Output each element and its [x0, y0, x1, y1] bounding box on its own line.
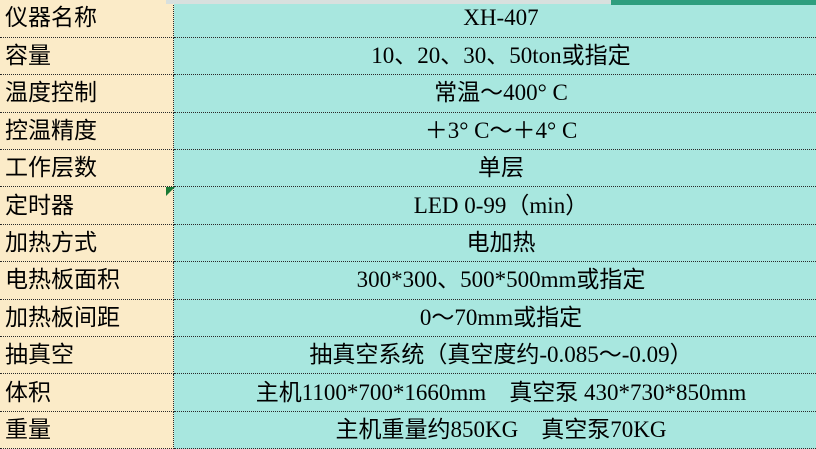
- cell-comment-marker-icon: [166, 187, 175, 196]
- top-green-accent-bar: [611, 0, 816, 5]
- spec-value-volume: 主机1100*700*1660mm 真空泵 430*730*850mm: [173, 373, 816, 412]
- spec-label-plate-spacing: 加热板间距: [0, 299, 174, 338]
- top-gray-strip: [166, 0, 611, 4]
- table-row: 容量 10、20、30、50ton或指定: [0, 37, 816, 76]
- table-row: 仪器名称 XH-407: [0, 0, 816, 38]
- table-row: 抽真空 抽真空系统（真空度约-0.085～-0.09）: [0, 336, 816, 375]
- table-row: 重量 主机重量约850KG 真空泵70KG: [0, 411, 816, 449]
- spec-label-timer: 定时器: [0, 186, 174, 225]
- spec-value-vacuum: 抽真空系统（真空度约-0.085～-0.09）: [173, 336, 816, 375]
- table-row: 加热方式 电加热: [0, 224, 816, 263]
- spec-label-vacuum: 抽真空: [0, 336, 174, 375]
- spec-label-hotplate-area: 电热板面积: [0, 261, 174, 300]
- table-row: 工作层数 单层: [0, 149, 816, 188]
- table-row: 定时器 LED 0-99（min）: [0, 186, 816, 225]
- spec-label-heating-method: 加热方式: [0, 224, 174, 263]
- spec-value-working-layers: 单层: [173, 149, 816, 188]
- spec-label-instrument-name: 仪器名称: [0, 0, 174, 38]
- spec-value-temperature-control: 常温～400° C: [173, 74, 816, 113]
- spec-value-weight: 主机重量约850KG 真空泵70KG: [173, 411, 816, 449]
- spec-value-instrument-name: XH-407: [173, 0, 816, 38]
- spec-value-plate-spacing: 0～70mm或指定: [173, 299, 816, 338]
- table-row: 温度控制 常温～400° C: [0, 74, 816, 113]
- spec-value-capacity: 10、20、30、50ton或指定: [173, 37, 816, 76]
- table-row: 加热板间距 0～70mm或指定: [0, 299, 816, 338]
- spec-label-volume: 体积: [0, 373, 174, 412]
- spec-label-weight: 重量: [0, 411, 174, 449]
- spec-value-temperature-accuracy: ＋3° C～＋4° C: [173, 112, 816, 151]
- spec-value-heating-method: 电加热: [173, 224, 816, 263]
- spec-label-working-layers: 工作层数: [0, 149, 174, 188]
- table-row: 控温精度 ＋3° C～＋4° C: [0, 112, 816, 151]
- spec-label-temperature-control: 温度控制: [0, 74, 174, 113]
- spec-value-hotplate-area: 300*300、500*500mm或指定: [173, 261, 816, 300]
- table-row: 体积 主机1100*700*1660mm 真空泵 430*730*850mm: [0, 373, 816, 412]
- spec-value-timer: LED 0-99（min）: [173, 186, 816, 225]
- spec-label-temperature-accuracy: 控温精度: [0, 112, 174, 151]
- spec-label-capacity: 容量: [0, 37, 174, 76]
- table-row: 电热板面积 300*300、500*500mm或指定: [0, 261, 816, 300]
